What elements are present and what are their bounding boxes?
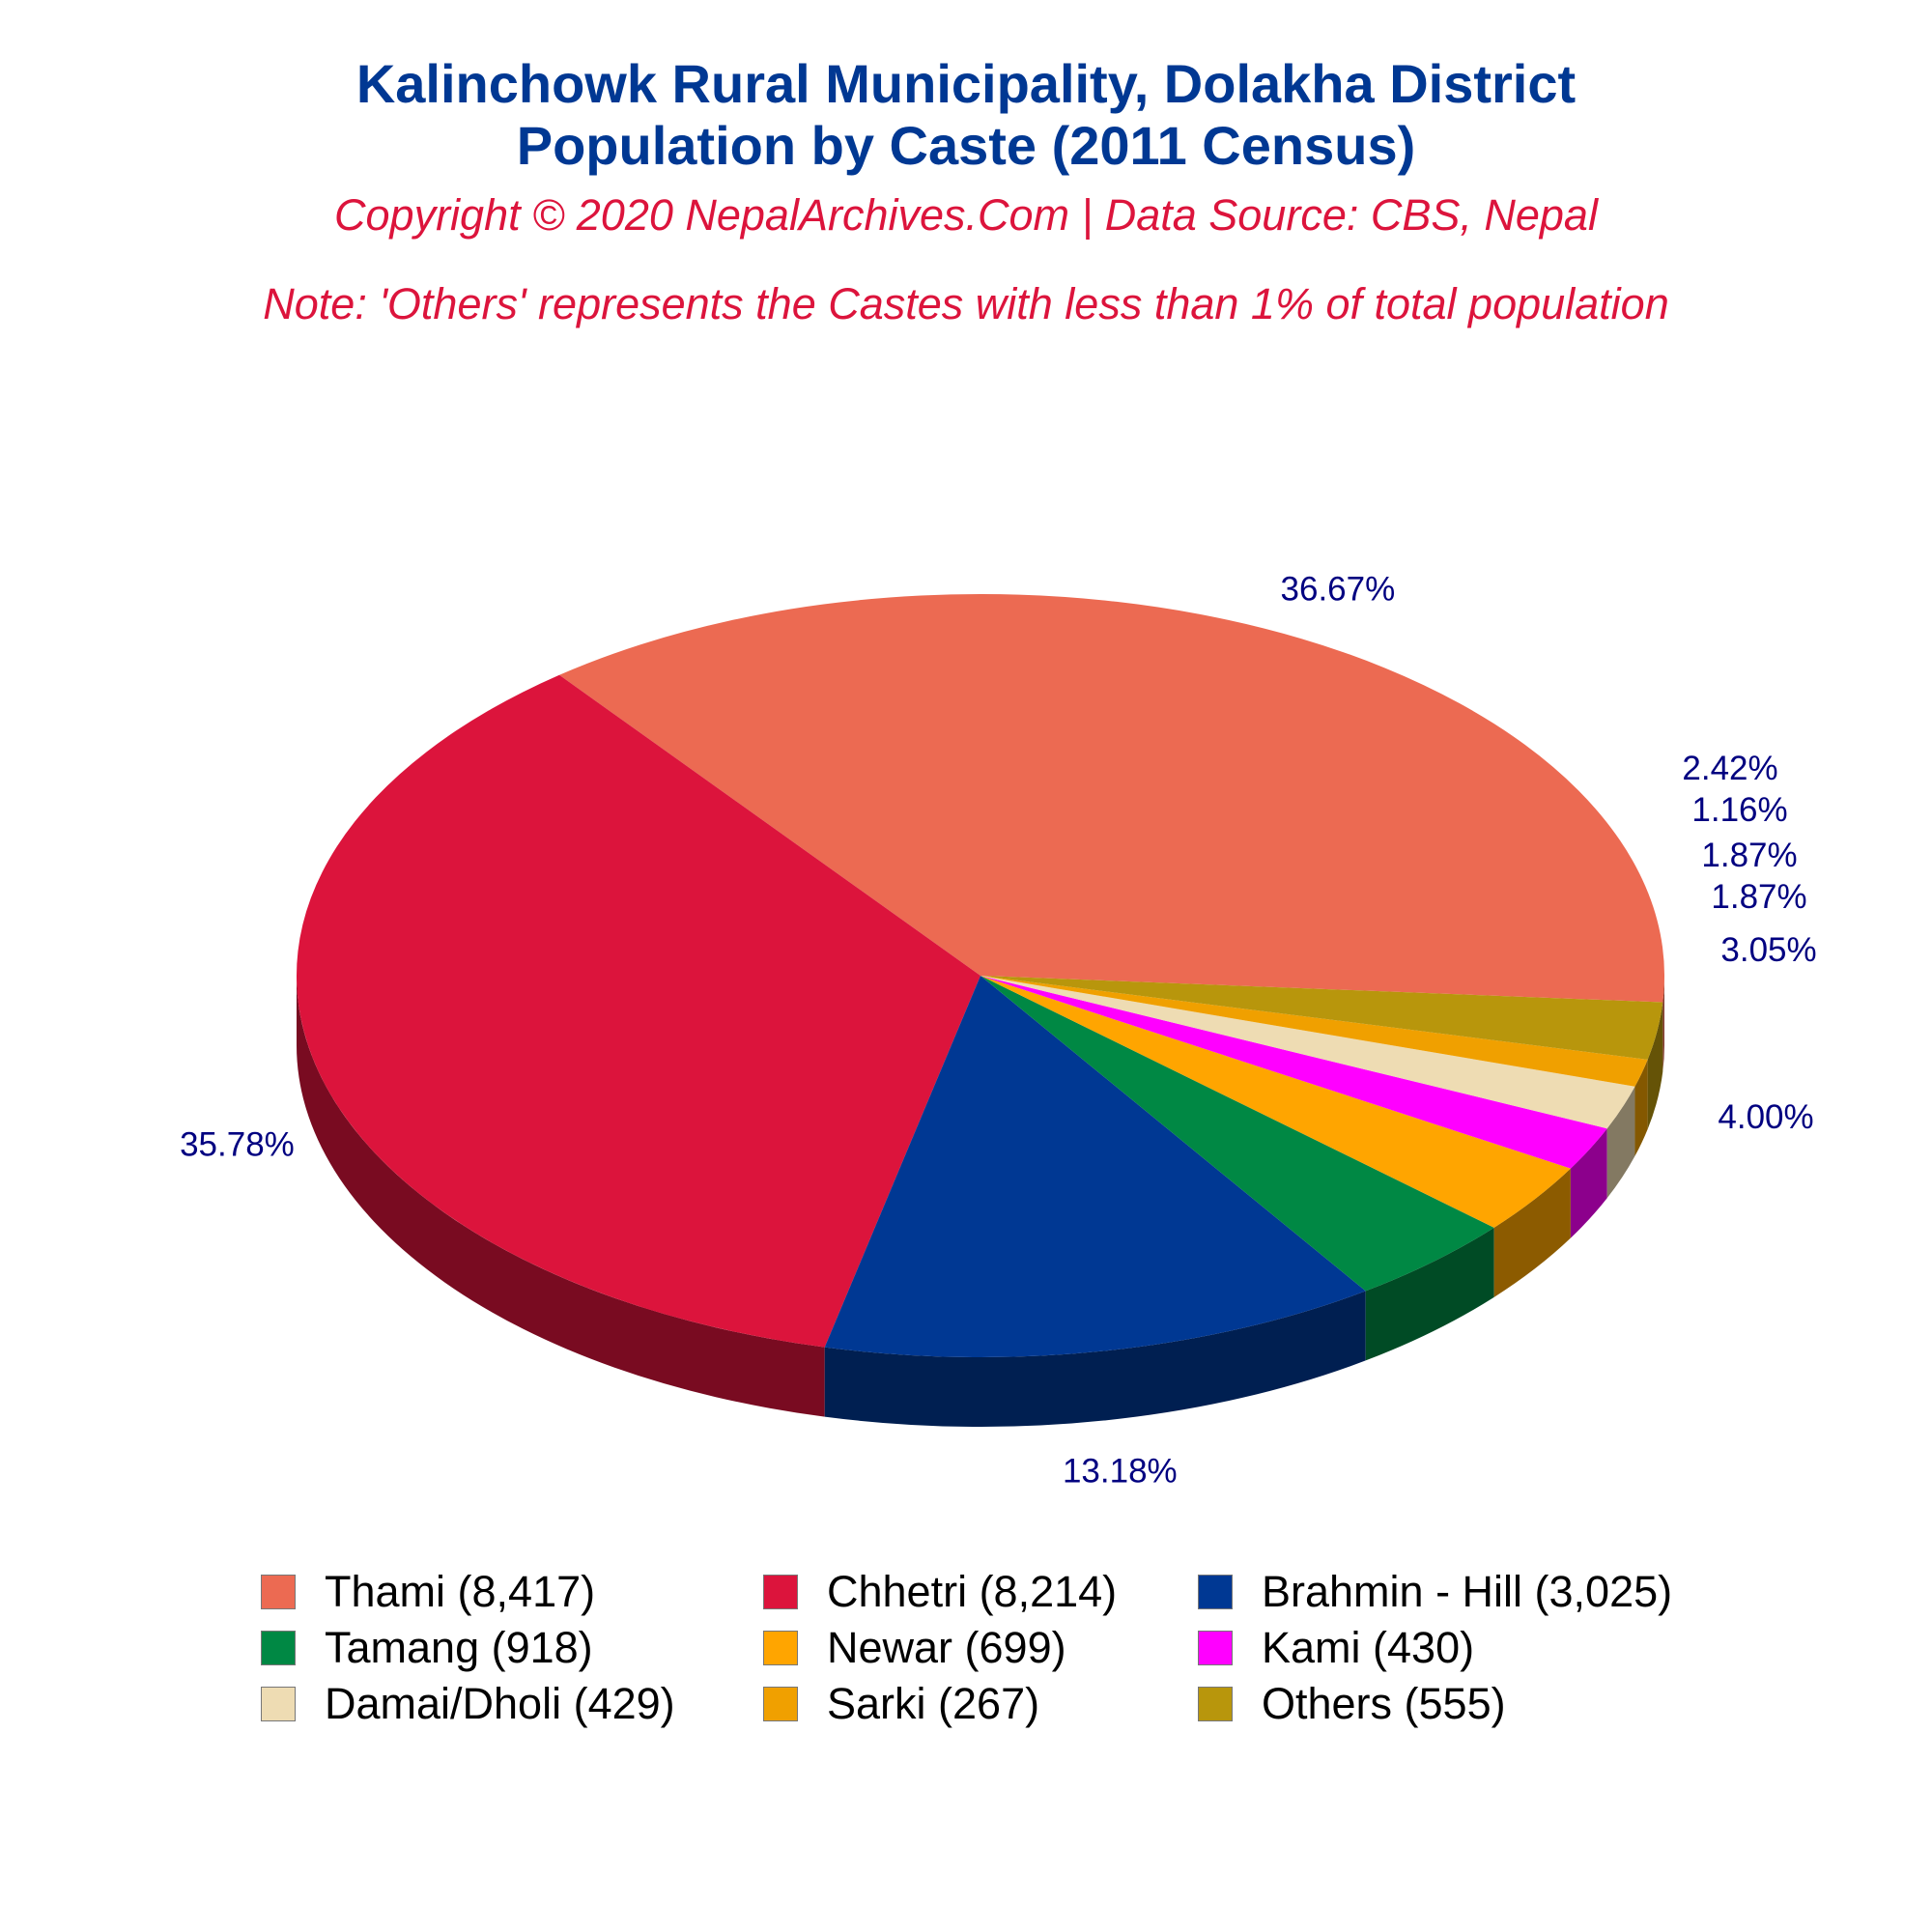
legend-label: Damai/Dholi (429) xyxy=(325,1679,675,1728)
legend-swatch xyxy=(763,1687,798,1721)
legend-swatch xyxy=(763,1631,798,1665)
pie-slice-4 xyxy=(980,976,1571,1228)
legend-swatch xyxy=(1198,1575,1233,1609)
pie-percent-label-5: 1.87% xyxy=(1711,878,1806,916)
pie-side-wall-1-0 xyxy=(297,976,825,1417)
pie-slice-2 xyxy=(824,976,1366,1357)
pie-percent-label-7: 1.16% xyxy=(1691,791,1787,829)
legend-label: Others (555) xyxy=(1262,1679,1506,1728)
pie-slice-5 xyxy=(980,976,1607,1169)
legend-label: Kami (430) xyxy=(1262,1623,1475,1672)
legend-item-5: Kami (430) xyxy=(1198,1621,1474,1675)
chart-title-line-2: Population by Caste (2011 Census) xyxy=(516,115,1416,176)
pie-side-wall-4-0 xyxy=(1493,1168,1571,1297)
legend-item-0: Thami (8,417) xyxy=(261,1565,595,1619)
legend-item-3: Tamang (918) xyxy=(261,1621,593,1675)
pie-percent-label-6: 1.87% xyxy=(1701,837,1797,874)
pie-percent-label-4: 3.05% xyxy=(1720,931,1816,969)
legend-label: Chhetri (8,214) xyxy=(827,1567,1118,1616)
pie-side-wall-6-0 xyxy=(1606,1086,1635,1199)
legend-swatch xyxy=(1198,1631,1233,1665)
legend-item-1: Chhetri (8,214) xyxy=(763,1565,1117,1619)
pie-percent-label-3: 4.00% xyxy=(1718,1098,1813,1136)
legend-swatch xyxy=(261,1631,296,1665)
legend-label: Brahmin - Hill (3,025) xyxy=(1262,1567,1673,1616)
legend-label: Sarki (267) xyxy=(827,1679,1040,1728)
chart-titles: Kalinchowk Rural Municipality, Dolakha D… xyxy=(0,53,1932,329)
pie-side-wall-2-0 xyxy=(824,1291,1366,1427)
pie-side-walls xyxy=(297,976,1664,1427)
pie-percent-label-1: 35.78% xyxy=(180,1126,295,1164)
legend-item-4: Newar (699) xyxy=(763,1621,1066,1675)
pie-percent-label-0: 36.67% xyxy=(1281,570,1396,608)
legend-label: Tamang (918) xyxy=(325,1623,593,1672)
legend-swatch xyxy=(763,1575,798,1609)
pie-side-wall-8-0 xyxy=(1647,1002,1663,1129)
pie-slice-6 xyxy=(980,976,1635,1129)
legend-item-2: Brahmin - Hill (3,025) xyxy=(1198,1565,1672,1619)
pie-side-wall-7-0 xyxy=(1634,1059,1648,1156)
pie-side-wall-3-0 xyxy=(1365,1227,1494,1361)
pie-slice-1 xyxy=(296,674,980,1348)
pie-percent-label-8: 2.42% xyxy=(1682,750,1777,787)
legend-label: Thami (8,417) xyxy=(325,1567,596,1616)
copyright-text: Copyright © 2020 NepalArchives.Com | Dat… xyxy=(334,190,1598,240)
legend-swatch xyxy=(261,1575,296,1609)
pie-side-wall-0-0 xyxy=(1662,976,1664,1072)
legend-item-7: Sarki (267) xyxy=(763,1677,1039,1731)
pie-percent-labels: 36.67% 35.78% 13.18% 4.00% 3.05% 1.87% 1.87% 1.… xyxy=(180,570,1817,1490)
pie-slice-3 xyxy=(980,976,1494,1292)
pie-slice-8 xyxy=(980,976,1663,1060)
chart-title-line-1: Kalinchowk Rural Municipality, Dolakha D… xyxy=(355,53,1577,114)
pie-slices xyxy=(296,593,1664,1357)
legend-item-8: Others (555) xyxy=(1198,1677,1506,1731)
legend-item-6: Damai/Dholi (429) xyxy=(261,1677,675,1731)
legend-swatch xyxy=(261,1687,296,1721)
pie-side-wall-5-0 xyxy=(1570,1128,1607,1238)
note-text: Note: 'Others' represents the Castes wit… xyxy=(263,279,1669,328)
legend-label: Newar (699) xyxy=(827,1623,1066,1672)
legend-swatch xyxy=(1198,1687,1233,1721)
pie-slice-0 xyxy=(559,593,1664,1003)
pie-slice-7 xyxy=(980,976,1648,1087)
pie-percent-label-2: 13.18% xyxy=(1063,1453,1178,1491)
